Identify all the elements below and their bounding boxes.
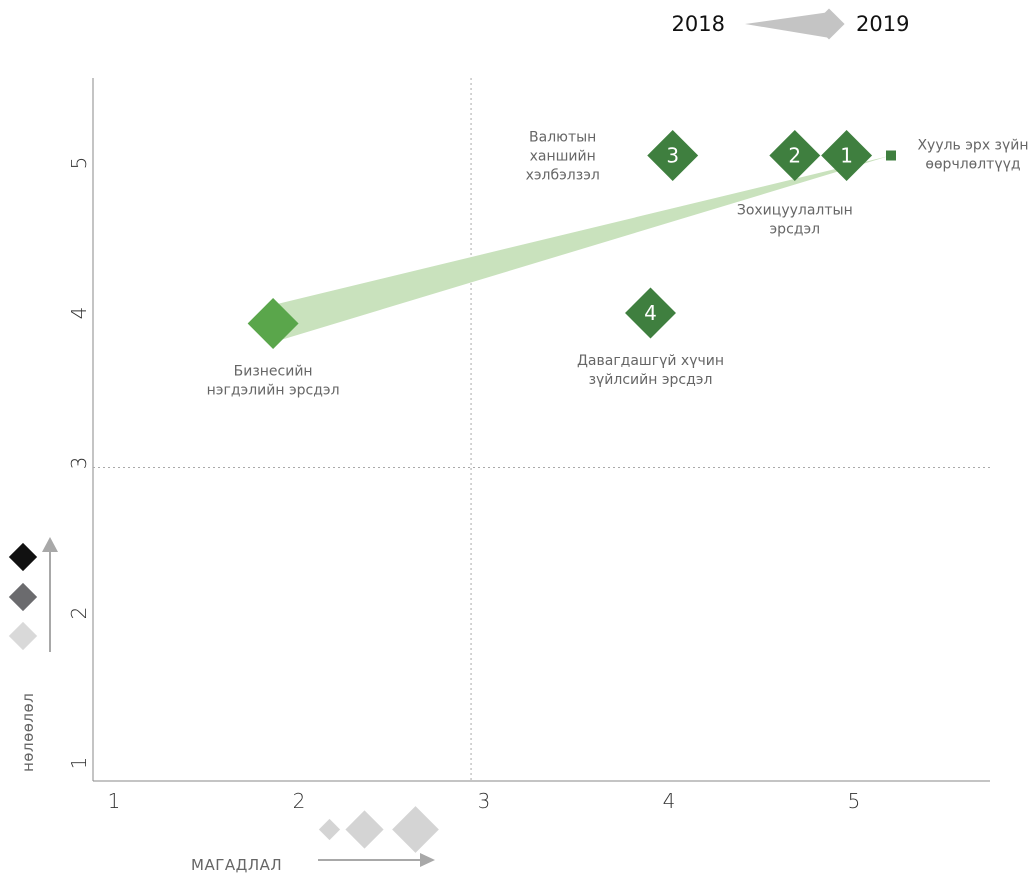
x-axis-title: МАГАДЛАЛ (191, 856, 282, 874)
risk-marker-3 (647, 130, 699, 181)
impact-arrow-head (42, 537, 58, 552)
y-tick-label: 5 (67, 157, 91, 170)
year-legend: 2018 2019 (672, 8, 909, 40)
probability-scale-legend: МАГАДЛАЛ (191, 806, 439, 874)
risk-label-4: Давагдашгүй хүчин (577, 353, 724, 369)
impact-high-icon (8, 542, 38, 572)
y-tick-label: 1 (67, 757, 91, 770)
impact-medium-icon (8, 582, 38, 612)
legend-from-year: 2018 (672, 12, 725, 36)
x-tick-label: 1 (108, 789, 121, 813)
risk-label-3: хэлбэлзэл (526, 168, 600, 184)
risk-marker-2 (769, 130, 821, 181)
probability-small-icon (318, 818, 341, 841)
x-tick-label: 5 (848, 789, 861, 813)
risk-number-3: 3 (666, 144, 679, 168)
y-axis-title: нөлөөлөл (19, 693, 37, 772)
risk-number-2: 2 (788, 144, 801, 168)
risk-marker-1 (821, 130, 873, 181)
risk-label-4: зүйлсийн эрсдэл (589, 372, 713, 388)
probability-medium-icon (345, 810, 384, 849)
risk-marker-4 (625, 287, 676, 339)
x-tick-label: 2 (293, 789, 306, 813)
risk-label-1: өөрчлөлтүүд (925, 157, 1020, 173)
y-tick-label: 3 (67, 457, 91, 470)
risk-number-4: 4 (644, 301, 657, 325)
impact-scale-legend: нөлөөлөл (8, 537, 58, 772)
risk-label-3: ханшийн (530, 149, 596, 165)
y-tick-label: 2 (67, 607, 91, 620)
movement-trail (268, 155, 891, 341)
risk-label-2: Зохицуулалтын (737, 203, 853, 219)
probability-large-icon (392, 806, 439, 853)
risk-label-business: нэгдэлийн эрсдэл (207, 383, 340, 399)
risk-2018-marker-1 (886, 150, 896, 161)
legend-trail-shape (745, 12, 830, 38)
x-tick-label: 4 (663, 789, 676, 813)
risk-label-1: Хууль эрх зүйн (917, 138, 1028, 154)
risk-label-3: Валютын (529, 130, 596, 146)
risk-number-1: 1 (840, 144, 853, 168)
impact-low-icon (8, 621, 38, 651)
x-tick-label: 3 (478, 789, 491, 813)
probability-arrow-head (420, 853, 435, 867)
y-tick-label: 4 (67, 307, 91, 320)
y-axis-ticks: 1 2 3 4 5 (67, 157, 91, 770)
risk-label-2: эрсдэл (770, 222, 821, 238)
risk-labels: Хууль эрх зүйн өөрчлөлтүүд Зохицуулалтын эр… (207, 130, 1029, 399)
legend-to-year: 2019 (856, 12, 909, 36)
risk-label-business: Бизнесийн (234, 364, 313, 380)
x-axis-ticks: 1 2 3 4 5 (108, 789, 861, 813)
